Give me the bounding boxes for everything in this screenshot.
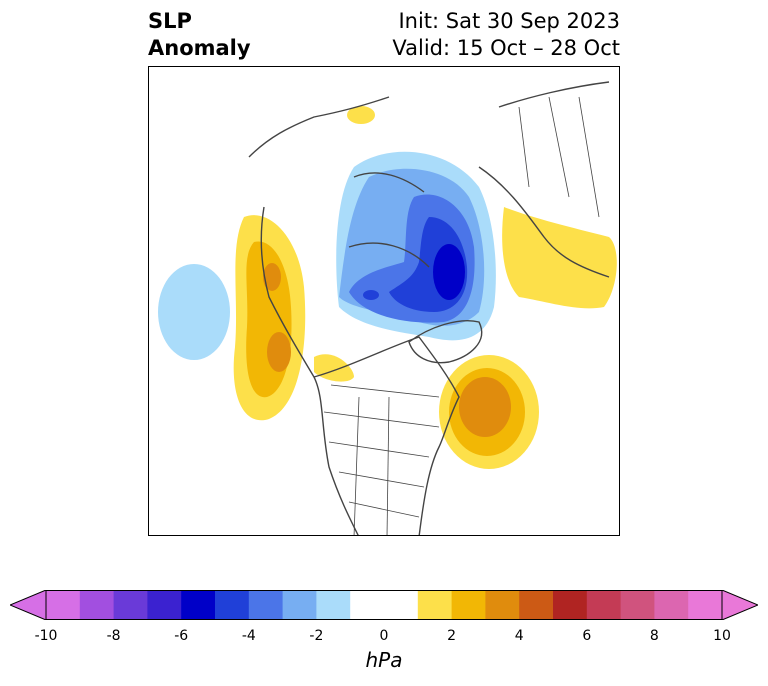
colorbar-tick-label: 6 (582, 628, 592, 644)
colorbar-segment (215, 590, 250, 620)
colorbar-segment (113, 590, 148, 620)
colorbar-segment (519, 590, 554, 620)
colorbar-segment (316, 590, 351, 620)
colorbar-segment (350, 590, 385, 620)
title-line-1: SLP (148, 9, 192, 33)
colorbar-tick-label: 2 (447, 628, 457, 644)
coastlines (248, 81, 610, 535)
colorbar-segment (586, 590, 622, 620)
colorbar-tick-label: -6 (174, 628, 189, 644)
colorbar-tick-label: 0 (379, 628, 389, 644)
colorbar-segment (654, 590, 689, 620)
colorbar-unit: hPa (365, 648, 403, 672)
west-coast-high (233, 215, 306, 421)
colorbar-segment (147, 590, 182, 620)
map-panel (148, 66, 620, 536)
colorbar-segment (79, 590, 115, 620)
arctic-low (336, 151, 496, 341)
slp-anomaly-map (158, 81, 617, 535)
colorbar-segment (620, 590, 655, 620)
colorbar-arrow-left (10, 590, 47, 620)
init-date: Init: Sat 30 Sep 2023 (398, 9, 620, 33)
colorbar-segment (181, 590, 216, 620)
colorbar-segment (688, 590, 723, 620)
colorbar-segment (553, 590, 588, 620)
colorbar-segment (384, 590, 419, 620)
map-title: SLP Anomaly (148, 8, 251, 62)
colorbar-tick-label: 10 (713, 628, 731, 644)
colorbar-tick-label: -4 (241, 628, 256, 644)
title-line-2: Anomaly (148, 36, 251, 60)
colorbar-tick-label: -2 (309, 628, 324, 644)
pacific-low (158, 264, 230, 360)
colorbar-tick-label: 4 (514, 628, 524, 644)
colorbar-segment (451, 590, 486, 620)
colorbar-segment (46, 590, 81, 620)
north-atlantic-high (439, 355, 539, 469)
colorbar-segment (485, 590, 520, 620)
colorbar-tick-label: 8 (649, 628, 659, 644)
colorbar-arrow-right (721, 590, 758, 620)
colorbar-segment (248, 590, 284, 620)
siberian-high (502, 207, 617, 309)
borders (323, 96, 600, 535)
colorbar-segment (282, 590, 317, 620)
map-dates: Init: Sat 30 Sep 2023 Valid: 15 Oct – 28… (392, 8, 620, 62)
valid-range: Valid: 15 Oct – 28 Oct (392, 36, 620, 60)
colorbar-tick-label: -8 (106, 628, 121, 644)
colorbar-segment (417, 590, 453, 620)
colorbar (10, 590, 758, 620)
colorbar-tick-label: -10 (34, 628, 58, 644)
colorbar-outline (45, 590, 723, 620)
